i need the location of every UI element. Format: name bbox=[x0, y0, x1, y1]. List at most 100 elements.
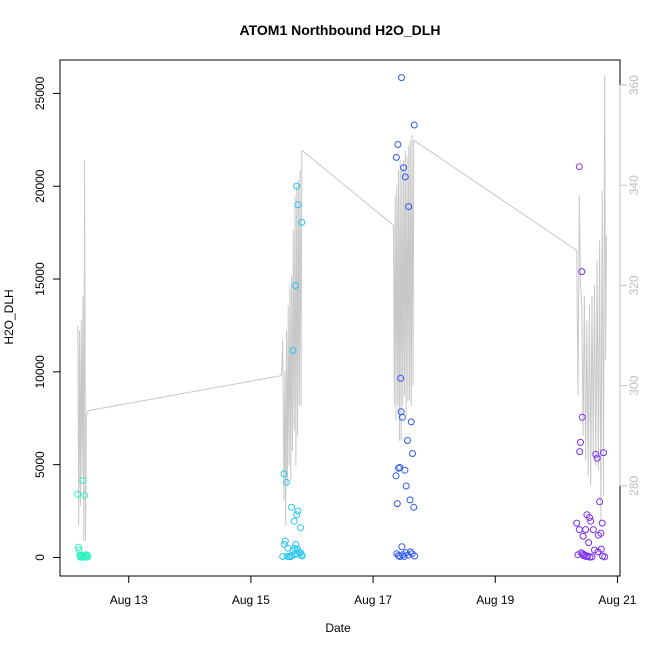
data-point bbox=[290, 517, 298, 525]
secondary-line-segment bbox=[413, 139, 577, 251]
data-point bbox=[288, 503, 296, 511]
data-point bbox=[588, 553, 596, 561]
y-tick-label: 0 bbox=[33, 554, 47, 561]
data-point bbox=[283, 552, 291, 560]
data-point bbox=[281, 537, 289, 545]
data-point bbox=[599, 552, 607, 560]
data-point bbox=[298, 552, 306, 560]
data-point bbox=[589, 526, 597, 534]
data-point bbox=[586, 514, 593, 521]
data-point bbox=[410, 121, 418, 129]
y-axis-left: 0 5000 10000 15000 20000 25000 bbox=[33, 76, 60, 561]
data-point bbox=[409, 450, 416, 457]
data-point bbox=[294, 201, 302, 209]
data-point bbox=[75, 543, 82, 551]
data-point bbox=[283, 478, 290, 486]
y2-tick-label: 300 bbox=[627, 375, 641, 395]
data-point bbox=[575, 163, 583, 171]
data-point bbox=[400, 164, 408, 172]
data-point bbox=[280, 470, 288, 478]
y2-tick-label: 340 bbox=[627, 175, 641, 195]
plot-frame bbox=[59, 59, 621, 577]
data-point bbox=[406, 548, 414, 556]
y2-tick-label: 280 bbox=[627, 475, 641, 495]
data-point bbox=[292, 540, 300, 548]
data-point bbox=[598, 519, 606, 527]
data-point bbox=[298, 218, 306, 226]
y-axis-right: 280 300 320 340 360 bbox=[619, 75, 641, 496]
data-point bbox=[586, 553, 594, 561]
data-point bbox=[587, 517, 595, 525]
data-point bbox=[398, 74, 405, 82]
secondary-line-segment bbox=[576, 74, 607, 521]
data-point bbox=[592, 450, 600, 458]
data-point bbox=[411, 552, 419, 560]
data-point bbox=[596, 498, 604, 506]
x-tick-label: Aug 17 bbox=[354, 593, 392, 607]
secondary-line-segment bbox=[301, 149, 394, 226]
data-point bbox=[289, 547, 297, 555]
data-point bbox=[405, 203, 413, 211]
data-point bbox=[292, 282, 299, 289]
data-point bbox=[395, 464, 402, 472]
data-point bbox=[84, 553, 92, 561]
data-point bbox=[593, 454, 601, 462]
x-tick-label: Aug 19 bbox=[476, 593, 514, 607]
data-point bbox=[290, 551, 298, 559]
x-axis: Aug 13 Aug 15 Aug 17 Aug 19 Aug 21 bbox=[110, 576, 637, 607]
data-point bbox=[404, 437, 411, 444]
data-point bbox=[396, 463, 404, 471]
data-point bbox=[293, 182, 301, 190]
y-tick-label: 5000 bbox=[33, 451, 47, 478]
secondary-line-layer bbox=[77, 74, 607, 541]
data-point bbox=[578, 413, 586, 421]
x-tick-label: Aug 15 bbox=[232, 593, 270, 607]
y2-tick-label: 360 bbox=[627, 75, 641, 95]
secondary-line-segment bbox=[393, 135, 415, 441]
data-point bbox=[79, 476, 87, 484]
x-tick-label: Aug 21 bbox=[598, 593, 636, 607]
y-tick-label: 10000 bbox=[33, 355, 47, 389]
data-point bbox=[576, 448, 584, 456]
data-point bbox=[81, 491, 89, 499]
y-tick-label: 25000 bbox=[33, 76, 47, 110]
data-point bbox=[77, 552, 85, 560]
y-tick-label: 15000 bbox=[33, 262, 47, 296]
y-axis-label: H2O_DLH bbox=[2, 289, 16, 344]
y2-tick-label: 320 bbox=[627, 275, 641, 295]
data-point bbox=[286, 553, 294, 561]
data-point bbox=[577, 549, 585, 557]
data-point bbox=[406, 496, 414, 504]
data-point bbox=[575, 526, 583, 534]
data-point bbox=[293, 511, 301, 519]
data-point bbox=[579, 532, 587, 540]
data-point bbox=[297, 551, 305, 559]
data-point bbox=[573, 519, 581, 527]
data-point bbox=[594, 531, 602, 539]
data-point bbox=[394, 141, 402, 148]
data-point bbox=[80, 553, 88, 561]
data-point bbox=[400, 553, 408, 560]
data-point bbox=[577, 438, 584, 446]
chart-title: ATOM1 Northbound H2O_DLH bbox=[240, 22, 441, 38]
data-point bbox=[401, 173, 409, 181]
data-point bbox=[280, 540, 288, 548]
data-point bbox=[397, 374, 405, 382]
secondary-line-segment bbox=[281, 150, 303, 526]
data-point bbox=[82, 551, 90, 559]
data-point bbox=[392, 153, 400, 161]
data-point bbox=[401, 466, 409, 474]
data-point bbox=[578, 268, 586, 276]
scatter-points-layer bbox=[74, 74, 609, 561]
data-point bbox=[398, 543, 406, 551]
data-point bbox=[393, 500, 401, 508]
data-point bbox=[600, 449, 607, 457]
data-point bbox=[297, 524, 304, 532]
data-point bbox=[591, 546, 598, 554]
data-point bbox=[407, 418, 415, 426]
data-point bbox=[398, 413, 406, 421]
data-point bbox=[597, 545, 605, 553]
x-axis-label: Date bbox=[325, 621, 351, 635]
data-point bbox=[402, 482, 410, 490]
